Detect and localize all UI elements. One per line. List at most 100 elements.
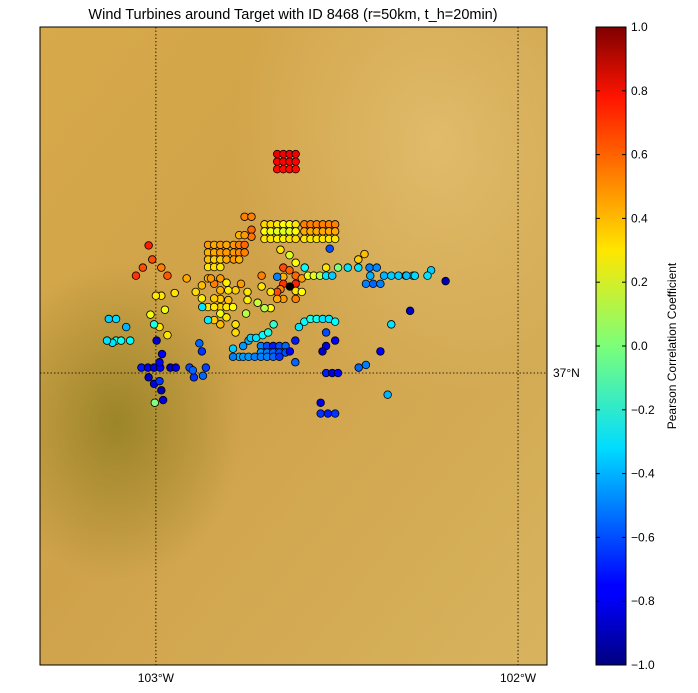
turbine-point <box>330 317 340 326</box>
turbine-point <box>241 309 251 318</box>
turbine-point <box>158 395 168 405</box>
turbine-point <box>291 220 300 229</box>
turbine-point <box>318 347 327 356</box>
turbine-point <box>216 286 225 295</box>
turbine-point <box>276 245 285 254</box>
turbine-point <box>146 310 155 319</box>
turbine-point <box>247 232 256 241</box>
turbine-point <box>157 349 167 359</box>
turbine-point <box>224 286 233 295</box>
map-terrain-light <box>40 27 547 665</box>
x-tick-label: 103°W <box>138 671 175 685</box>
turbine-point <box>216 274 225 283</box>
turbine-point <box>376 279 385 289</box>
turbine-point <box>102 336 112 345</box>
turbine-point <box>216 320 225 329</box>
turbine-point <box>197 347 207 356</box>
turbine-point <box>236 279 246 289</box>
turbine-point <box>333 368 343 378</box>
turbine-point <box>163 271 172 280</box>
turbine-point <box>144 373 153 382</box>
turbine-point <box>323 409 333 418</box>
turbine-point <box>198 371 208 380</box>
turbine-point <box>171 363 181 372</box>
turbine-point <box>189 373 199 382</box>
turbine-point <box>243 295 252 305</box>
turbine-point <box>231 328 240 337</box>
y-tick-label: 37°N <box>553 366 580 380</box>
turbine-point <box>144 241 153 250</box>
turbine-point <box>285 250 294 260</box>
turbine-point <box>151 291 161 300</box>
turbine-point <box>330 234 340 244</box>
turbine-point <box>111 314 121 324</box>
turbine-point <box>170 288 179 298</box>
turbine-point <box>206 274 216 283</box>
turbine-point <box>240 248 249 257</box>
turbine-point <box>157 386 166 395</box>
turbine-point <box>441 276 450 286</box>
turbine-point <box>182 274 191 283</box>
map-area <box>39 26 548 666</box>
turbine-point <box>285 347 295 356</box>
turbine-point <box>365 263 374 272</box>
turbine-point <box>333 263 343 272</box>
turbine-point <box>372 263 381 272</box>
turbine-point <box>195 339 204 348</box>
turbine-point <box>297 287 307 297</box>
turbine-point <box>361 360 371 370</box>
turbine-point <box>216 309 225 318</box>
turbine-point <box>157 263 166 272</box>
turbine-point <box>197 294 207 303</box>
turbine-point <box>291 358 300 367</box>
turbine-point <box>376 347 385 356</box>
y-tick-labels: 37°N <box>553 366 580 380</box>
turbine-point <box>191 287 200 297</box>
turbine-point <box>163 330 172 340</box>
turbine-point <box>383 390 392 399</box>
turbine-point <box>368 279 378 289</box>
turbine-point <box>240 240 249 250</box>
turbine-point <box>209 294 219 303</box>
colorbar-ticks: 1.0 0.8 0.6 0.4 0.2 0.0 −0.2 −0.4 −0.6 −0.8 −1.0 <box>596 20 655 672</box>
turbine-point <box>198 302 207 312</box>
turbine-point <box>231 286 240 295</box>
turbine-point <box>121 322 131 332</box>
turbine-point <box>243 287 252 297</box>
turbine-point <box>316 409 325 418</box>
turbine-point <box>291 227 300 236</box>
turbine-point <box>366 271 375 280</box>
turbine-point <box>325 244 334 253</box>
turbine-point <box>222 248 231 257</box>
turbine-point <box>273 272 282 281</box>
turbine-point <box>291 149 300 159</box>
turbine-point <box>155 358 164 367</box>
turbine-point <box>209 302 219 312</box>
turbine-point <box>316 398 325 407</box>
turbine-point <box>222 313 231 322</box>
x-tick-label: 102°W <box>500 671 537 685</box>
turbine-point <box>155 376 164 386</box>
turbine-point <box>197 281 207 290</box>
turbine-point <box>269 320 278 329</box>
turbine-points <box>102 149 450 418</box>
turbine-point <box>152 336 161 345</box>
turbine-point <box>234 255 244 264</box>
turbine-point <box>343 263 353 272</box>
turbine-point <box>150 398 159 407</box>
turbine-point <box>300 263 309 272</box>
turbine-point <box>228 302 238 312</box>
turbine-point <box>354 255 363 264</box>
turbine-point <box>253 298 262 307</box>
turbine-point <box>330 220 340 229</box>
colorbar-tick-label: −0.8 <box>631 594 655 608</box>
colorbar-tick-label: −0.2 <box>631 403 655 417</box>
turbine-point <box>294 322 304 332</box>
turbine-point <box>291 164 300 174</box>
turbine-point <box>228 344 238 353</box>
turbine-point <box>257 271 266 280</box>
map-frame <box>39 26 548 666</box>
turbine-point <box>354 263 363 272</box>
turbine-point <box>405 306 415 316</box>
